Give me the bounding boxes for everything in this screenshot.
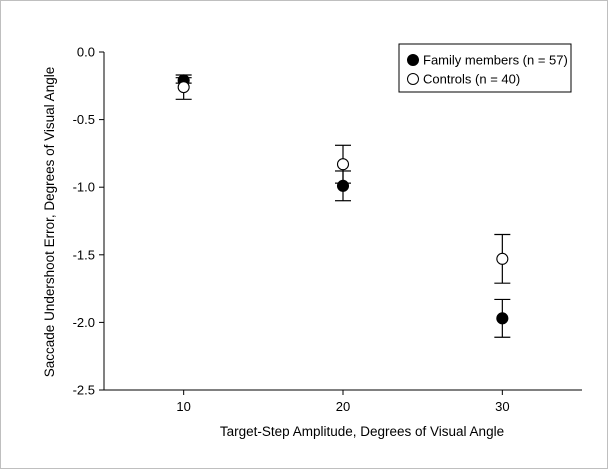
legend-label-controls: Controls (n = 40): [423, 72, 520, 87]
legend-marker-family-members: [407, 54, 419, 66]
y-tick-label: -2.5: [73, 383, 95, 398]
y-tick-label: -0.5: [73, 112, 95, 127]
x-axis-label: Target-Step Amplitude, Degrees of Visual…: [220, 424, 504, 439]
legend-marker-controls: [407, 73, 419, 85]
y-tick-label: 0.0: [77, 45, 95, 60]
y-tick-label: -1.0: [73, 180, 95, 195]
y-tick-label: -2.0: [73, 315, 95, 330]
legend-box: [398, 43, 572, 93]
x-tick-label: 30: [495, 399, 509, 414]
legend-label-family-members: Family members (n = 57): [423, 53, 568, 68]
data-point-controls: [177, 81, 190, 94]
y-tick-label: -1.5: [73, 247, 95, 262]
x-tick-label: 10: [176, 399, 190, 414]
data-marks: [175, 74, 511, 338]
axes: 0.0 -0.5 -1.0 -1.5 -2.0 -2.5 10 20 30: [73, 45, 582, 414]
data-point-family-members: [496, 312, 509, 325]
legend: Family members (n = 57) Controls (n = 40…: [398, 43, 572, 93]
data-point-controls: [496, 252, 509, 265]
y-axis-label: Saccade Undershoot Error, Degrees of Vis…: [42, 67, 57, 377]
data-point-controls: [336, 158, 350, 171]
data-point-family-members: [336, 179, 350, 192]
x-tick-label: 20: [336, 399, 350, 414]
